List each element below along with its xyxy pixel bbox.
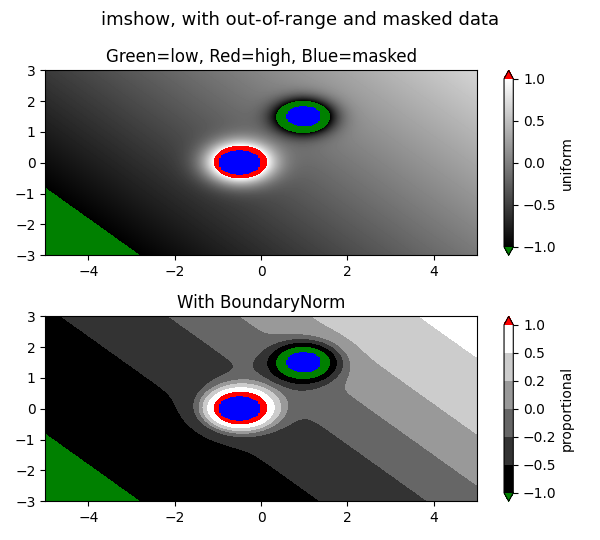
Y-axis label: proportional: proportional	[559, 366, 574, 451]
Title: Green=low, Red=high, Blue=masked: Green=low, Red=high, Blue=masked	[106, 48, 416, 66]
PathPatch shape	[504, 493, 513, 501]
Text: imshow, with out-of-range and masked data: imshow, with out-of-range and masked dat…	[101, 11, 499, 29]
Title: With BoundaryNorm: With BoundaryNorm	[177, 294, 346, 312]
Y-axis label: uniform: uniform	[559, 136, 574, 190]
PathPatch shape	[504, 316, 513, 325]
PathPatch shape	[504, 247, 513, 255]
PathPatch shape	[504, 70, 513, 79]
